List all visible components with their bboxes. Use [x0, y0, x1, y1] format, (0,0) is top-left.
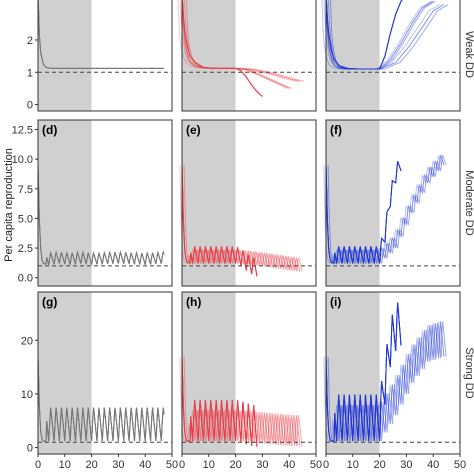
- series-line: [325, 321, 445, 442]
- series-line: [185, 0, 305, 82]
- x-tick-label: 40: [283, 459, 295, 471]
- x-tick-label: 10: [347, 459, 359, 471]
- y-tick-label: 10: [21, 389, 33, 401]
- panel-frame: [37, 291, 173, 455]
- panel-frame: [325, 119, 461, 287]
- y-tick-label: 0: [27, 443, 33, 455]
- y-tick-label: 2.5: [18, 243, 33, 255]
- strip-label: Weak DD: [463, 31, 474, 78]
- series-line: [183, 165, 303, 272]
- panel-label: (h): [186, 295, 201, 309]
- series-line: [327, 154, 447, 264]
- y-tick-label: 1: [27, 67, 33, 79]
- series-line: [181, 165, 301, 272]
- panel-label: (i): [330, 295, 341, 309]
- y-tick-label: 20: [21, 335, 33, 347]
- strip-label: Strong DD: [463, 347, 474, 398]
- series-line: [37, 0, 164, 69]
- x-tick-label: 10: [59, 459, 71, 471]
- x-tick-label: 20: [373, 459, 385, 471]
- y-tick-label: 5.0: [18, 213, 33, 225]
- x-tick-label: 40: [427, 459, 439, 471]
- strip-label: Moderate DD: [463, 170, 474, 235]
- shaded-region: [326, 120, 380, 286]
- x-tick-label: 50: [454, 459, 466, 471]
- panel-frame: [37, 0, 173, 112]
- series-line: [179, 356, 299, 447]
- series-line: [325, 154, 445, 264]
- x-tick-label: 50: [310, 459, 322, 471]
- x-tick-label: 20: [229, 459, 241, 471]
- shaded-region: [182, 0, 236, 111]
- panel-label: (e): [186, 123, 201, 137]
- shaded-region: [326, 0, 380, 111]
- panel-label: (f): [330, 123, 342, 137]
- x-tick-label: 20: [85, 459, 97, 471]
- series-line: [37, 165, 165, 265]
- series-line: [325, 0, 445, 70]
- x-tick-label: 50: [166, 459, 178, 471]
- y-tick-label: 12.5: [12, 124, 33, 136]
- x-tick-label: 0: [35, 459, 41, 471]
- panel-frame: [325, 0, 461, 112]
- series-line: [179, 165, 299, 272]
- panel-label: (d): [42, 123, 57, 137]
- y-tick-label: 2: [27, 35, 33, 47]
- series-line: [323, 321, 443, 442]
- panel-frame: [181, 119, 317, 287]
- series-line: [183, 356, 303, 447]
- series-line: [181, 0, 301, 82]
- y-tick-label: 10.0: [12, 154, 33, 166]
- panel-frame: [325, 291, 461, 455]
- series-line: [181, 356, 301, 447]
- series-line: [37, 356, 165, 442]
- series-line: [327, 321, 447, 442]
- x-tick-label: 30: [112, 459, 124, 471]
- series-line: [327, 0, 436, 70]
- y-tick-label: 0: [27, 100, 33, 112]
- panel-frame: [181, 0, 317, 112]
- x-tick-label: 0: [323, 459, 329, 471]
- panel-label: (g): [42, 295, 57, 309]
- shaded-region: [182, 120, 236, 286]
- y-tick-label: 0.0: [18, 273, 33, 285]
- y-tick-label: 7.5: [18, 184, 33, 196]
- panel-frame: [37, 119, 173, 287]
- plot-layer: 0 1 2 Weak DD (d) 0.0 2.5 5.0 7.5 10.0 12.5 (e) (f) M…: [12, 0, 474, 471]
- panel-frame: [181, 291, 317, 455]
- label-layer: Per capita reproduction: [3, 148, 15, 262]
- shaded-region: [38, 0, 92, 111]
- y-axis-title: Per capita reproduction: [3, 148, 15, 262]
- series-line: [329, 0, 449, 70]
- x-tick-label: 40: [139, 459, 151, 471]
- x-tick-label: 30: [256, 459, 268, 471]
- series-line: [323, 154, 443, 264]
- x-tick-label: 0: [179, 459, 185, 471]
- series-line: [321, 0, 440, 70]
- x-tick-label: 10: [203, 459, 215, 471]
- series-line: [177, 0, 296, 82]
- x-tick-label: 30: [400, 459, 412, 471]
